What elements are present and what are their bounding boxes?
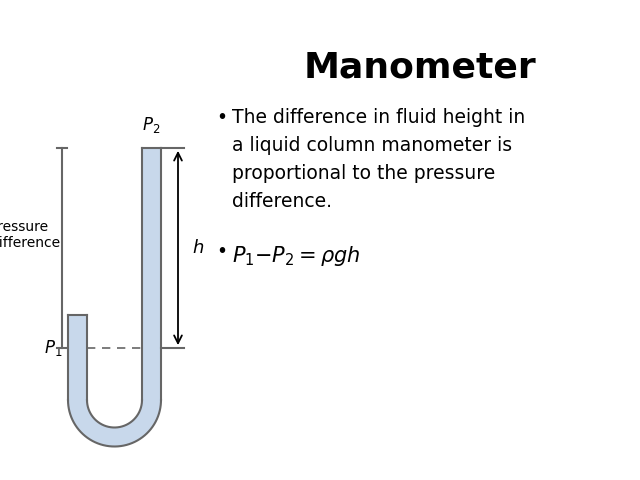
Polygon shape [68,315,87,400]
Text: difference.: difference. [232,192,332,211]
Text: •: • [216,108,227,127]
Text: Pressure
difference: Pressure difference [0,220,60,250]
Text: Manometer: Manometer [303,50,536,84]
Text: a liquid column manometer is: a liquid column manometer is [232,136,512,155]
Polygon shape [142,148,161,400]
Text: proportional to the pressure: proportional to the pressure [232,164,495,183]
Text: h: h [192,239,204,257]
Text: $\it{P_1}$$\it{-P_2=\rho gh}$: $\it{P_1}$$\it{-P_2=\rho gh}$ [232,244,360,268]
Text: The difference in fluid height in: The difference in fluid height in [232,108,525,127]
Text: $P_1$: $P_1$ [44,338,63,358]
Text: $P_2$: $P_2$ [142,115,160,135]
Polygon shape [68,400,161,446]
Text: •: • [216,242,227,261]
